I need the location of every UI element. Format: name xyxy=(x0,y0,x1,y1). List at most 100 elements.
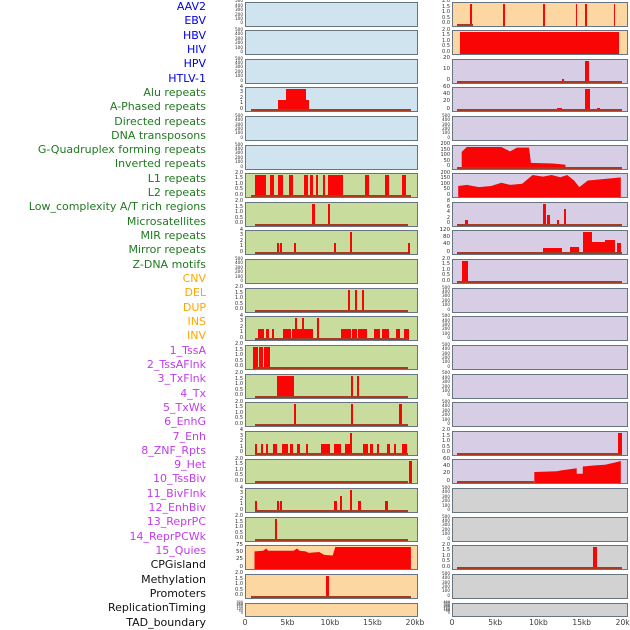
y-tick-label: 2.0 xyxy=(235,570,243,577)
area-series-15-quies xyxy=(254,547,411,570)
bar xyxy=(259,346,264,369)
bar xyxy=(358,329,367,341)
y-tick-label: 300 xyxy=(442,493,450,499)
bar xyxy=(305,443,308,455)
y-tick-label: 400 xyxy=(442,289,450,294)
baseline xyxy=(457,80,622,83)
baseline xyxy=(251,595,411,598)
y-tick-label: 0 xyxy=(240,610,243,615)
y-tick-label: 0 xyxy=(446,76,451,83)
y-tick-label: 4 xyxy=(239,427,243,434)
bar xyxy=(618,432,622,455)
bar xyxy=(302,318,305,341)
y-tick-label: 250 xyxy=(443,603,450,608)
y-tick-label: 1.5 xyxy=(235,518,243,525)
bar xyxy=(279,243,282,255)
bar xyxy=(584,89,590,112)
y-tick-label: 2.0 xyxy=(442,26,450,33)
y-tick-label: 2 xyxy=(446,214,450,221)
track-label-a-phased-repeats: A-Phased repeats xyxy=(109,100,206,114)
track-label-11-bivflnk: 11_BivFlnk xyxy=(146,486,206,500)
y-tick-label: 200 xyxy=(442,498,450,504)
track-label-hiv: HIV xyxy=(186,42,206,56)
y-tick-label: 0 xyxy=(446,191,450,198)
plot-box-dna-transposons xyxy=(452,115,628,141)
y-tick-label: 0 xyxy=(239,248,243,255)
x-axis-label: 0 xyxy=(242,618,248,627)
y-tick-label: 400 xyxy=(235,2,243,8)
y-tick-label: 50 xyxy=(236,548,243,555)
y-tick-label: 4 xyxy=(239,83,243,90)
bar xyxy=(409,461,412,484)
y-tick-label: 500 xyxy=(442,570,450,576)
y-tick-label: 400 xyxy=(442,575,450,581)
y-tick-label: 100 xyxy=(443,608,450,613)
bar xyxy=(461,261,468,284)
y-tick-label: 0 xyxy=(446,163,450,170)
bar xyxy=(361,289,364,312)
bar xyxy=(309,175,314,198)
y-tick-label: 500 xyxy=(235,255,243,261)
track-label-tad-boundary: TAD_boundary xyxy=(126,615,206,629)
x-axis-label: 10kb xyxy=(529,618,548,627)
plot-box-replicationtiming xyxy=(245,602,418,617)
plot-box-aav2 xyxy=(245,1,418,27)
y-tick-label: 0 xyxy=(446,248,451,255)
y-tick-label: 0.0 xyxy=(442,563,450,570)
track-label-hbv: HBV xyxy=(182,28,206,42)
y-tick-label: 2.0 xyxy=(442,541,450,548)
y-tick-label: 300 xyxy=(442,407,450,413)
plot-box-hpv xyxy=(245,58,418,84)
y-tick-label: 50 xyxy=(445,609,450,614)
y-tick-label: 1.5 xyxy=(235,175,243,182)
y-tick-label: 150 xyxy=(236,605,243,610)
bar xyxy=(470,3,472,26)
track-label-15-quies: 15_Quies xyxy=(155,544,206,558)
track-label-4-tx: 4_Tx xyxy=(180,386,206,400)
y-tick-label: 1.5 xyxy=(235,461,243,468)
y-tick-label: 20 xyxy=(443,98,450,105)
baseline xyxy=(457,567,622,570)
y-tick-label: 0.0 xyxy=(442,20,450,26)
y-tick-label: 500 xyxy=(442,284,450,290)
y-tick-label: 1.0 xyxy=(235,409,243,416)
y-tick-label: 1.0 xyxy=(442,9,450,15)
y-tick-label: 50 xyxy=(443,157,450,164)
plot-box-g-quadruplex-forming-repeats xyxy=(245,144,418,170)
plot-box-directed-repeats xyxy=(245,115,418,141)
y-tick-label: 300 xyxy=(442,579,450,585)
plot-box-1-tssa xyxy=(245,344,418,370)
bar xyxy=(254,443,257,455)
plot-box-14-reprpcwk xyxy=(452,516,628,542)
y-tick-label: 0 xyxy=(240,134,243,140)
bar xyxy=(339,495,342,513)
y-tick-label: 1.5 xyxy=(442,547,450,554)
y-tick-label: 200 xyxy=(235,269,243,275)
y-tick-label: 0.0 xyxy=(235,535,243,542)
bar xyxy=(264,346,270,369)
bar xyxy=(348,289,351,312)
y-tick-label: 300 xyxy=(443,602,450,607)
bar xyxy=(320,443,331,455)
bar xyxy=(266,443,269,455)
bar xyxy=(582,232,593,255)
baseline xyxy=(254,252,408,255)
y-tick-label: 400 xyxy=(442,517,450,523)
baseline xyxy=(254,338,408,341)
plot-box-6-enhg xyxy=(452,402,628,428)
y-tick-label: 4 xyxy=(239,484,243,491)
plot-box-l2-repeats xyxy=(452,173,628,199)
track-label-microsatellites: Microsatellites xyxy=(126,214,206,228)
y-tick-label: 400 xyxy=(235,145,243,151)
bar xyxy=(333,443,342,455)
track-label-cpgisland: CPGisland xyxy=(150,558,206,572)
plot-box-microsatellites xyxy=(452,201,628,227)
y-tick-label: 200 xyxy=(235,154,243,160)
y-tick-label: 0.5 xyxy=(235,415,243,422)
y-tick-label: 500 xyxy=(442,484,450,490)
y-tick-label: 75 xyxy=(236,541,243,548)
y-tick-label: 1.0 xyxy=(442,266,450,273)
y-tick-label: 300 xyxy=(442,293,450,299)
track-label-12-enhbiv: 12_EnhBiv xyxy=(148,501,206,515)
